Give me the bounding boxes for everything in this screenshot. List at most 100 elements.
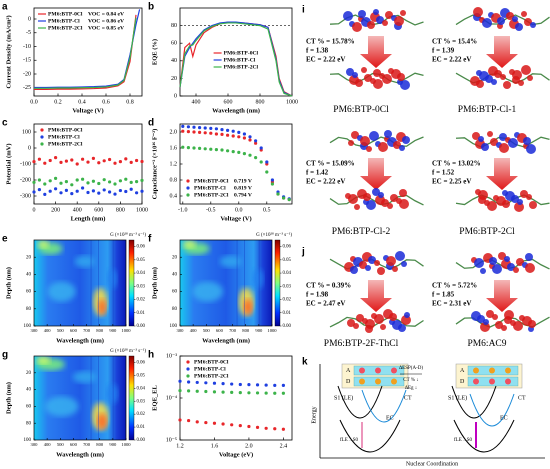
y-tick-label: 80 [171,23,177,29]
transition-arrow [360,280,392,312]
orbital-lobe [348,140,354,146]
orbital-lobe [397,73,405,81]
legend-label: PM6:BTP-0Cl [194,178,229,184]
orbital-lobe [389,313,397,321]
legend-label: PM6:BTP-Cl [48,134,80,140]
x-tick-label: 900 [109,442,117,447]
y-tick-label: 1.2 [170,161,178,167]
orbital-lobe [402,136,410,144]
data-point [64,188,68,192]
data-point [226,149,230,153]
ct-label: CT [404,395,412,401]
data-point [204,381,208,385]
orbital-lobe [516,258,524,266]
panel-label: j [301,247,305,258]
x-tick-label: 0.0 [235,207,243,213]
plot-frame [179,239,273,327]
x-tick-label: 400 [44,328,52,333]
x-tick-label: 2.4 [280,443,288,449]
ct-energy: EC = 2.31 eV [432,300,471,308]
data-point [220,132,224,136]
data-point [86,190,90,195]
le-label: S1 (LE) [334,394,353,401]
panel-label: k [302,357,308,368]
potential-curve [451,385,497,419]
orbital-lobe [478,190,488,200]
y-tick-label: 20 [26,255,32,260]
heatmap-blob [219,255,242,268]
heatmap-blob [36,356,51,365]
orbital-lobe [476,80,484,88]
ct-percent: CT % = 15.4% [432,38,477,46]
heatmap-blob [107,268,118,289]
data-point [281,383,285,387]
panel-label: c [2,118,8,129]
x-tick-label: 600 [224,99,233,105]
data-point [238,424,242,428]
data-point [221,422,225,426]
orbital-lobe [399,189,407,197]
y-tick-label: 80 [26,421,32,426]
data-point [124,157,128,161]
legend-swatch [186,374,190,378]
orbital-lobe [355,79,363,87]
data-point [204,420,208,425]
ct-percent: CT % = 0.39% [306,282,351,290]
data-point [237,135,241,139]
orbital-lobe [487,131,493,137]
orbital-lobe [378,192,384,198]
colorbar-tick-label: 0.04 [137,271,146,276]
data-point [212,381,217,385]
data-point [129,180,133,184]
colorbar-tick-label: 0.05 [137,373,146,378]
orbital-lobe [474,258,484,268]
data-point [32,160,36,164]
x-tick-label: 0.4 [78,99,86,105]
transition-label: fLE→S0 [340,438,359,443]
heatmap-blob [72,371,97,383]
x-tick-label: 600 [94,207,103,213]
orbital-lobe [528,320,536,328]
molecule [455,189,550,212]
colorbar-label: G (×10²⁸ m⁻³ s⁻¹) [256,232,292,238]
orbital-lobe [529,201,537,209]
data-point [102,159,106,163]
data-point [97,191,101,195]
x-tick-label: 1.2 [176,443,184,449]
orbital-lobe [477,315,485,323]
y-tick-label: -10 [23,44,31,50]
heatmap-image [34,356,126,440]
legend-swatch [186,193,190,197]
oscillator-strength: f = 1.98 [306,291,329,299]
data-point [195,380,199,385]
data-point [226,133,230,137]
y-axis-label: EQE_EL [151,385,158,411]
data-point [273,383,277,387]
x-tick-label: 1000 [267,328,277,333]
heatmap-blob [37,240,50,249]
y-tick-label: 80 [172,307,178,312]
data-point [108,157,112,162]
x-tick-label: 400 [190,328,198,333]
orbital-lobe [483,319,489,325]
orbital-lobe [499,133,507,141]
data-point [203,147,207,151]
colorbar [128,355,135,441]
orbital-lobe [363,193,371,201]
orbital-lobe [359,261,367,269]
data-point [255,383,260,387]
data-point [198,126,202,130]
colorbar-tick-label: 0.00 [137,438,146,443]
data-point [124,177,128,181]
data-point [270,182,274,186]
x-tick-label: 1000 [121,328,131,333]
orbital-lobe [343,11,353,21]
x-tick-label: 600 [70,442,78,447]
data-point [129,187,133,191]
x-tick-label: 500 [203,328,211,333]
orbital-lobe [512,70,522,80]
plot-frame [179,7,293,97]
orbital-lobe [381,199,389,207]
x-tick-label: 0.0 [30,99,38,105]
data-point [192,130,196,134]
